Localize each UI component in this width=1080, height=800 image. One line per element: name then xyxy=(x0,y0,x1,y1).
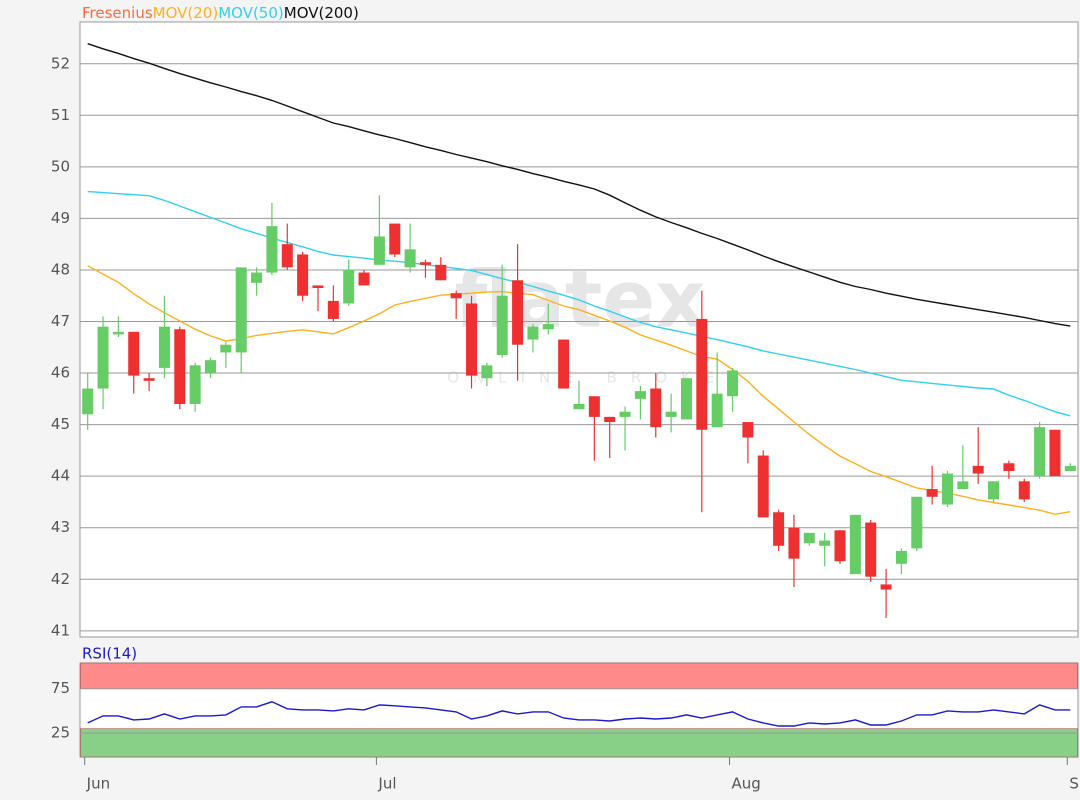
candle-body xyxy=(1049,429,1061,477)
candle-body xyxy=(542,324,554,330)
line-series xyxy=(87,43,1071,327)
candle-body xyxy=(527,326,539,340)
rsi-zone xyxy=(80,662,1078,689)
y-tick-label: 44 xyxy=(51,467,70,485)
candle-body xyxy=(174,329,186,404)
line-series xyxy=(87,265,1071,516)
candle-body xyxy=(665,411,677,417)
candle-body xyxy=(496,295,508,356)
candle-body xyxy=(389,223,401,255)
candle-body xyxy=(404,249,416,268)
line-series xyxy=(87,701,1071,727)
candle-body xyxy=(788,527,800,559)
candle-body xyxy=(450,293,462,299)
candle-body xyxy=(926,489,938,497)
y-tick-label: 42 xyxy=(51,570,70,588)
y-tick-label: 43 xyxy=(51,518,70,536)
legend-entry: MOV(20) xyxy=(153,4,219,22)
y-tick-label: 47 xyxy=(51,312,70,330)
candle-body xyxy=(711,393,723,428)
y-tick-label: 50 xyxy=(51,157,70,175)
candle-body xyxy=(865,522,877,577)
legend-entry: MOV(200) xyxy=(284,4,359,22)
candle-body xyxy=(634,391,646,399)
candle-body xyxy=(957,481,969,490)
candle-body xyxy=(281,244,293,268)
candle-body xyxy=(327,300,339,319)
candle-body xyxy=(312,285,324,289)
candle-body xyxy=(82,388,94,415)
candle-body xyxy=(650,388,662,428)
candle-body xyxy=(112,331,124,335)
candle-body xyxy=(220,344,232,353)
candle-body xyxy=(435,264,447,281)
candle-body xyxy=(619,411,631,417)
candle-body xyxy=(466,303,478,376)
y-tick-label: 51 xyxy=(51,106,70,124)
candle-body xyxy=(205,360,217,374)
y-tick-label: 46 xyxy=(51,364,70,382)
candle-body xyxy=(1064,465,1076,472)
candle-body xyxy=(97,326,109,389)
y-tick-label: 49 xyxy=(51,209,70,227)
y-tick-label: 45 xyxy=(51,415,70,433)
y-tick-label: 41 xyxy=(51,621,70,639)
candle-body xyxy=(588,396,600,417)
legend: FreseniusMOV(20)MOV(50)MOV(200) xyxy=(82,4,359,22)
y-tick-label: 25 xyxy=(51,724,70,742)
candle-body xyxy=(1003,463,1015,472)
rsi-layer: 25 75 RSI(14) Jun Jul Aug S xyxy=(51,645,1079,793)
candle-body xyxy=(573,403,585,410)
candle-body xyxy=(373,236,385,265)
candle-body xyxy=(680,378,692,420)
candle-body xyxy=(1018,481,1030,500)
candle-body xyxy=(604,416,616,423)
candle-body xyxy=(266,226,278,273)
candle-body xyxy=(1034,427,1046,477)
candle-body xyxy=(742,422,754,438)
candle-body xyxy=(819,540,831,546)
candle-body xyxy=(972,465,984,474)
candle-body xyxy=(143,378,155,381)
x-tick-label: Jun xyxy=(86,775,110,793)
y-tick-label: 48 xyxy=(51,260,70,278)
line-series xyxy=(87,190,1071,417)
candle-body xyxy=(773,512,785,546)
candle-body xyxy=(343,269,355,304)
candle-body xyxy=(988,481,1000,500)
x-tick-label: Aug xyxy=(732,775,761,793)
candle-body xyxy=(849,514,861,575)
candle-body xyxy=(419,262,431,265)
series-label: RSI(14) xyxy=(82,645,137,663)
legend-entry: MOV(50) xyxy=(218,4,284,22)
legend-entry: Fresenius xyxy=(82,4,153,22)
candle-body xyxy=(941,473,953,505)
candle-body xyxy=(558,339,570,389)
x-tick-label: Jul xyxy=(377,775,396,793)
candle-body xyxy=(803,532,815,544)
price-layer: 41 42 43 44 45 46 47 48 49 50 51 52 xyxy=(51,43,1078,639)
candle-body xyxy=(251,272,263,283)
candle-body xyxy=(880,584,892,590)
y-tick-label: 75 xyxy=(51,679,70,697)
candle-body xyxy=(696,318,708,430)
x-tick-label: S xyxy=(1069,775,1079,793)
candle-body xyxy=(757,455,769,518)
candle-body xyxy=(358,272,370,286)
candle-body xyxy=(895,550,907,564)
candle-body xyxy=(512,280,524,345)
candle-body xyxy=(235,267,247,353)
candle-body xyxy=(911,496,923,549)
candle-body xyxy=(834,530,846,562)
candle-body xyxy=(158,326,170,368)
candle-body xyxy=(297,254,309,296)
candle-body xyxy=(481,365,493,379)
candle-body xyxy=(128,331,140,376)
y-tick-label: 52 xyxy=(51,54,70,72)
candle-body xyxy=(189,365,201,404)
candle-body xyxy=(727,370,739,397)
